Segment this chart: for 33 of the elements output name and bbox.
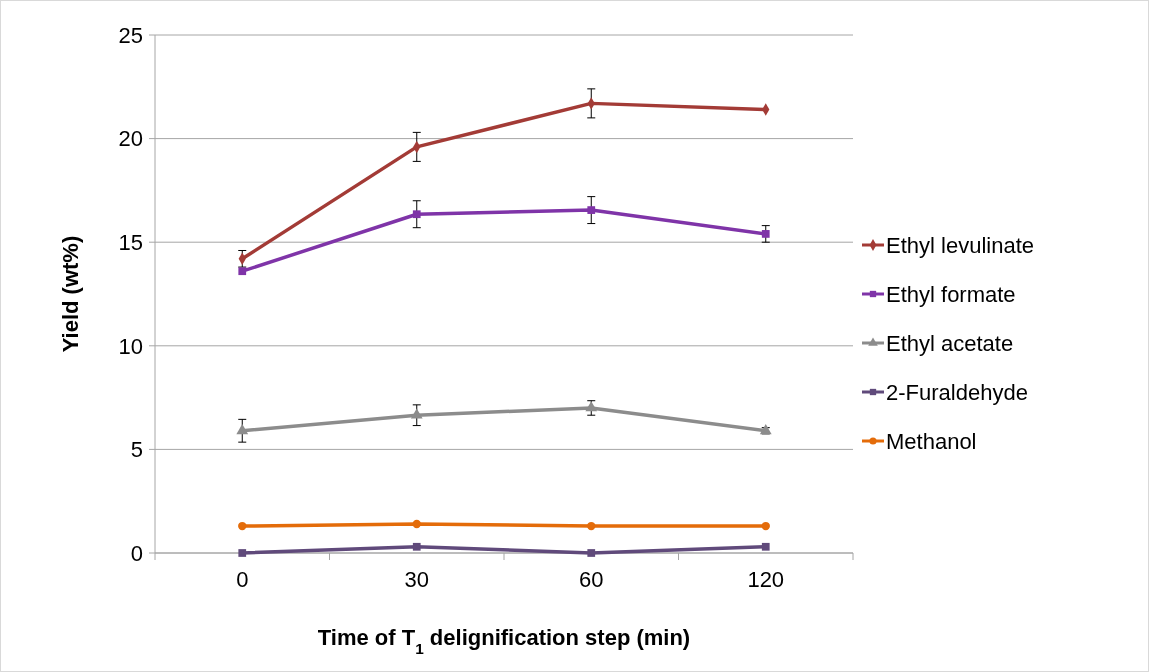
y-axis-title: Yield (wt%): [58, 235, 83, 353]
y-tick-label: 20: [118, 126, 143, 152]
point: [587, 206, 596, 214]
x-tick-label: 120: [747, 567, 785, 592]
legend-label: 2-Furaldehyde: [886, 379, 1028, 405]
point: [587, 549, 596, 557]
y-tick-label: 10: [118, 333, 143, 359]
point: [759, 423, 772, 435]
legend-label: Methanol: [886, 428, 977, 454]
point: [238, 549, 247, 557]
x-tick-label: 30: [404, 567, 429, 592]
point: [761, 230, 770, 238]
legend-label: Ethyl formate: [886, 281, 1016, 307]
point: [587, 521, 596, 531]
point: [238, 267, 247, 276]
x-tick-label: 60: [579, 567, 604, 592]
point: [412, 542, 421, 551]
legend-label: Ethyl acetate: [886, 330, 1014, 356]
y-tick-label: 0: [130, 540, 143, 566]
x-axis-title: Time of T$_{1}$ delignification step (min): [317, 625, 691, 657]
y-tick-label: 5: [130, 437, 143, 463]
point: [410, 408, 423, 419]
point: [412, 519, 421, 529]
point: [761, 542, 770, 551]
legend-label: Ethyl levulinate: [886, 232, 1034, 258]
point: [761, 521, 770, 531]
point: [238, 521, 247, 531]
y-tick-label: 15: [118, 229, 143, 255]
point: [585, 401, 598, 412]
y-tick-label: 25: [118, 22, 143, 48]
x-tick-label: 0: [236, 567, 249, 592]
point: [412, 210, 421, 219]
point: [236, 423, 249, 435]
